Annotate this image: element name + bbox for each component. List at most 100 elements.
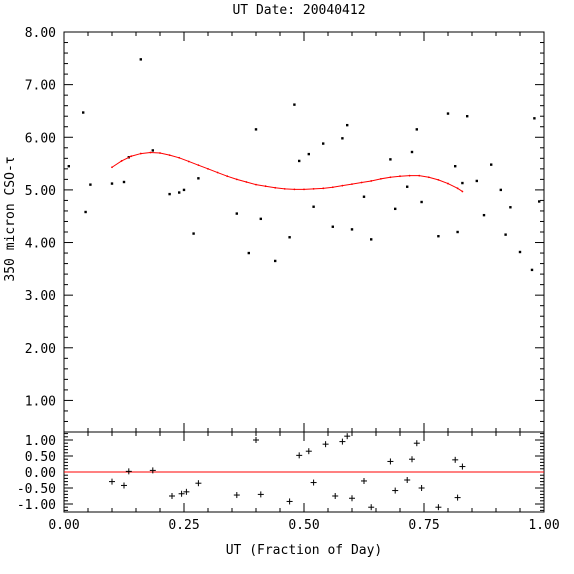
x-tick-label: 1.00: [528, 518, 559, 533]
x-tick-label: 0.00: [48, 518, 79, 533]
fit-point: [312, 187, 315, 190]
y-tick-label: 5.00: [25, 184, 56, 199]
data-point: [235, 212, 238, 215]
data-point: [110, 182, 114, 185]
fit-point: [120, 160, 123, 162]
residual-marker: [257, 491, 264, 498]
fit-curve: [111, 152, 463, 192]
x-tick-label: 0.50: [288, 518, 319, 533]
y-tick-label: 0.50: [25, 450, 56, 465]
y-axis-label: 350 micron CSO-τ: [3, 156, 18, 281]
data-point: [67, 165, 70, 168]
data-point: [490, 163, 493, 166]
data-point: [420, 200, 423, 204]
residual-marker: [109, 478, 115, 485]
fit-point: [264, 185, 267, 188]
residual-marker: [178, 490, 185, 497]
data-point: [182, 188, 186, 192]
fit-point: [187, 160, 190, 163]
fit-point: [456, 187, 459, 190]
data-point: [370, 238, 373, 241]
y-tick-label: 8.00: [25, 26, 56, 41]
data-point: [466, 115, 469, 118]
residual-marker: [195, 480, 202, 487]
data-point: [475, 179, 478, 183]
fit-point: [111, 166, 113, 169]
data-point: [312, 205, 315, 208]
data-point: [254, 128, 258, 131]
data-point: [406, 185, 409, 188]
residual-marker: [296, 452, 303, 459]
data-point: [504, 233, 507, 236]
fit-point: [283, 187, 286, 190]
fit-point: [379, 177, 382, 180]
fit-point: [245, 181, 248, 183]
data-point: [139, 58, 142, 61]
fit-point: [370, 180, 373, 182]
residual-marker: [409, 456, 415, 463]
data-point: [454, 165, 457, 168]
residual-marker: [183, 488, 190, 495]
fit-point: [447, 182, 449, 185]
fit-point: [341, 184, 344, 187]
residual-marker: [339, 438, 346, 445]
data-point: [192, 232, 195, 235]
fit-point: [303, 188, 305, 191]
main-plot-frame: [63, 31, 545, 433]
data-point: [331, 225, 334, 228]
residual-marker: [344, 433, 351, 440]
fit-point: [168, 154, 171, 157]
fit-point: [139, 152, 142, 155]
fit-point: [149, 151, 152, 154]
fit-point: [461, 190, 464, 193]
data-point: [410, 150, 414, 154]
data-point: [82, 111, 85, 114]
residual-marker: [305, 448, 312, 455]
data-point: [322, 142, 325, 145]
y-tick-label: 1.00: [25, 434, 56, 449]
data-point: [389, 158, 392, 161]
x-tick-label: 0.75: [408, 518, 439, 533]
fit-point: [360, 181, 363, 184]
data-point: [456, 230, 459, 234]
residual-marker: [253, 437, 259, 443]
fit-point: [399, 175, 401, 178]
data-point: [274, 259, 277, 263]
data-point: [247, 251, 250, 255]
residual-panel: -1.00-0.500.000.501.000.00 0.25 0.50 0.75 1.…: [17, 431, 560, 533]
data-point: [350, 228, 354, 231]
data-point: [530, 268, 534, 272]
data-point: [499, 188, 502, 192]
fit-point: [331, 186, 334, 189]
fit-point: [159, 152, 161, 154]
residual-marker: [368, 504, 375, 511]
y-tick-label: 0.00: [25, 466, 56, 481]
main-panel: 1.00 2.00 3.00 4.00 5.00 6.00 7.00 8.00: [25, 26, 545, 433]
fit-point: [351, 183, 353, 186]
residual-marker: [418, 485, 425, 491]
residual-marker: [149, 467, 156, 474]
data-point: [89, 183, 92, 186]
fit-point: [255, 183, 257, 186]
fit-point: [226, 175, 229, 178]
residual-marker: [387, 458, 394, 465]
residual-marker: [454, 494, 461, 501]
data-point: [394, 207, 397, 211]
fit-point: [216, 171, 219, 174]
data-point: [84, 210, 87, 214]
data-point: [415, 128, 418, 131]
residual-marker: [233, 492, 240, 499]
chart-title: UT Date: 20040412: [232, 3, 365, 18]
y-tick-label: 7.00: [25, 79, 56, 94]
data-point: [151, 149, 154, 152]
fit-point: [418, 174, 421, 177]
fit-point: [437, 178, 440, 181]
data-point: [538, 200, 541, 203]
fit-point: [235, 178, 238, 181]
data-point: [178, 191, 181, 194]
y-tick-label: 3.00: [25, 289, 56, 304]
residual-marker: [310, 479, 317, 486]
data-point: [259, 217, 262, 221]
fit-point: [130, 155, 133, 158]
